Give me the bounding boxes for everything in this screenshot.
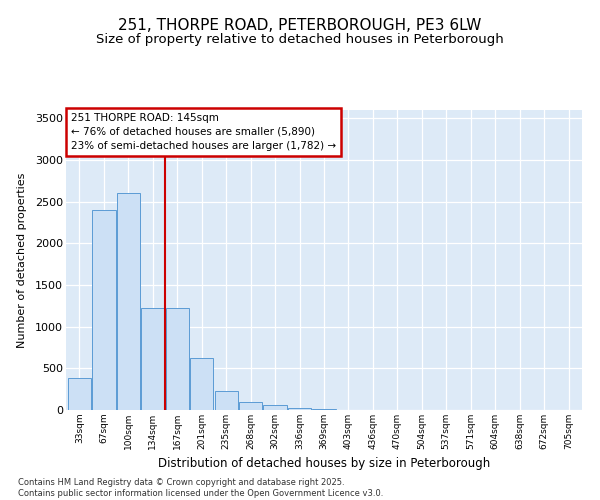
Bar	[239, 402, 262, 410]
Text: Size of property relative to detached houses in Peterborough: Size of property relative to detached ho…	[96, 32, 504, 46]
Bar	[288, 408, 311, 410]
Bar	[92, 210, 116, 410]
Bar	[117, 194, 140, 410]
Bar	[141, 308, 164, 410]
X-axis label: Distribution of detached houses by size in Peterborough: Distribution of detached houses by size …	[158, 458, 490, 470]
Bar	[190, 358, 214, 410]
Bar	[166, 308, 189, 410]
Bar	[215, 391, 238, 410]
Bar	[263, 406, 287, 410]
Text: 251, THORPE ROAD, PETERBOROUGH, PE3 6LW: 251, THORPE ROAD, PETERBOROUGH, PE3 6LW	[118, 18, 482, 32]
Text: 251 THORPE ROAD: 145sqm
← 76% of detached houses are smaller (5,890)
23% of semi: 251 THORPE ROAD: 145sqm ← 76% of detache…	[71, 113, 336, 151]
Text: Contains HM Land Registry data © Crown copyright and database right 2025.
Contai: Contains HM Land Registry data © Crown c…	[18, 478, 383, 498]
Y-axis label: Number of detached properties: Number of detached properties	[17, 172, 27, 348]
Bar	[68, 378, 91, 410]
Bar	[313, 409, 335, 410]
